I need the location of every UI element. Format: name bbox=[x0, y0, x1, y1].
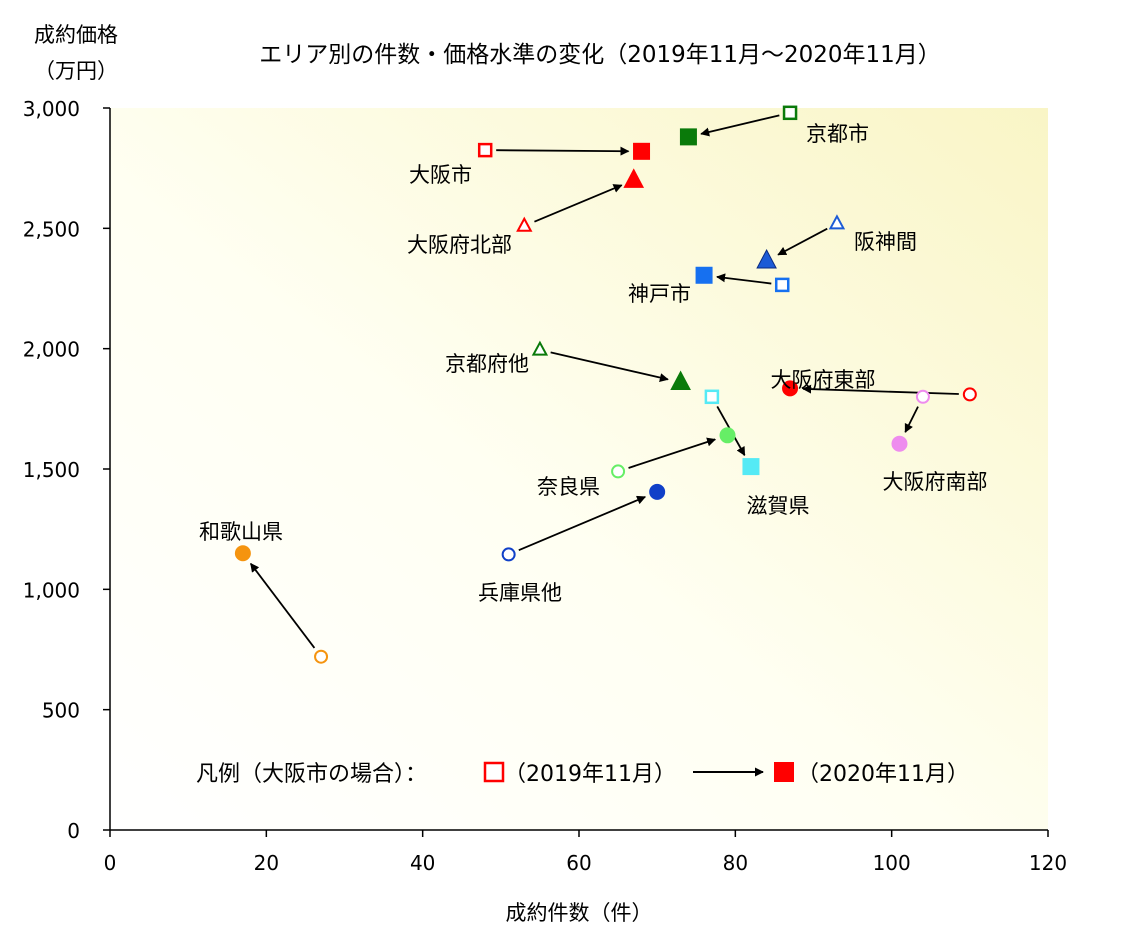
point-2020 bbox=[623, 168, 645, 188]
point-2019 bbox=[501, 547, 516, 562]
data-points bbox=[234, 105, 977, 664]
point-2019 bbox=[774, 277, 790, 293]
point-2020 bbox=[679, 128, 697, 146]
change-arrow bbox=[716, 273, 772, 285]
change-arrow bbox=[496, 146, 630, 156]
y-tick-label: 2,000 bbox=[23, 338, 80, 362]
legend-marker-2020 bbox=[774, 762, 794, 782]
change-arrow bbox=[802, 384, 959, 395]
point-2020 bbox=[649, 483, 666, 500]
point-2019 bbox=[828, 214, 846, 230]
point-2019 bbox=[611, 464, 626, 479]
area-label: 大阪府南部 bbox=[883, 470, 988, 494]
point-2020 bbox=[742, 458, 760, 476]
point-2019 bbox=[516, 216, 533, 232]
change-arrow bbox=[777, 227, 828, 256]
x-axis-label: 成約件数（件） bbox=[506, 901, 653, 925]
point-2019 bbox=[477, 142, 493, 158]
point-2020 bbox=[695, 266, 713, 284]
legend: 凡例（大阪市の場合）： （2019年11月） （2020年11月） bbox=[196, 761, 969, 787]
y-tick-label: 0 bbox=[67, 819, 80, 843]
point-2020 bbox=[633, 142, 651, 160]
y-axis-unit: （万円） bbox=[34, 59, 118, 83]
point-2020 bbox=[782, 380, 799, 397]
area-label: 大阪市 bbox=[409, 163, 472, 187]
legend-label-2019: （2019年11月） bbox=[504, 762, 676, 787]
change-arrow bbox=[518, 495, 647, 551]
area-label: 神戸市 bbox=[628, 282, 691, 306]
legend-marker-2019 bbox=[483, 761, 505, 783]
axes: 0 500 1,000 1,500 2,000 2,500 3,000 0 20 40 60 80 10… bbox=[23, 97, 1067, 875]
area-label: 和歌山県 bbox=[199, 520, 283, 544]
point-2019 bbox=[531, 340, 549, 356]
x-tick-label: 120 bbox=[1029, 851, 1067, 875]
y-tick-label: 3,000 bbox=[23, 97, 80, 121]
x-tick-label: 20 bbox=[254, 851, 279, 875]
point-2020 bbox=[891, 435, 908, 452]
change-arrow bbox=[550, 351, 669, 382]
x-tick-label: 60 bbox=[566, 851, 591, 875]
point-2020 bbox=[234, 545, 251, 562]
point-2019 bbox=[314, 649, 329, 664]
point-2019 bbox=[915, 389, 930, 404]
x-tick-label: 40 bbox=[410, 851, 435, 875]
x-tick-label: 80 bbox=[723, 851, 748, 875]
y-tick-label: 500 bbox=[42, 699, 80, 723]
legend-label-2020: （2020年11月） bbox=[797, 762, 969, 787]
point-2019 bbox=[962, 387, 977, 402]
change-arrow bbox=[534, 184, 623, 223]
change-arrow bbox=[700, 114, 780, 137]
change-arrow bbox=[904, 406, 919, 433]
change-arrow bbox=[250, 562, 316, 649]
area-label: 京都市 bbox=[806, 122, 869, 146]
point-2020 bbox=[719, 427, 736, 444]
area-label: 大阪府北部 bbox=[407, 233, 512, 257]
x-tick-label: 0 bbox=[104, 851, 117, 875]
area-label: 阪神間 bbox=[854, 230, 917, 254]
point-2020 bbox=[756, 248, 777, 269]
x-tick-label: 100 bbox=[873, 851, 911, 875]
y-tick-label: 1,500 bbox=[23, 458, 80, 482]
area-label: 京都府他 bbox=[445, 352, 529, 376]
y-tick-label: 1,000 bbox=[23, 578, 80, 602]
area-label: 滋賀県 bbox=[747, 494, 810, 518]
area-label: 大阪府東部 bbox=[771, 368, 876, 392]
chart-title: エリア別の件数・価格水準の変化（2019年11月～2020年11月） bbox=[259, 42, 941, 68]
change-arrows bbox=[250, 114, 959, 649]
area-label: 奈良県 bbox=[537, 475, 600, 499]
plot-area bbox=[110, 108, 1048, 830]
y-tick-label: 2,500 bbox=[23, 217, 80, 241]
point-2020 bbox=[670, 370, 691, 391]
legend-prefix: 凡例（大阪市の場合）： bbox=[196, 762, 427, 787]
point-2019 bbox=[704, 389, 720, 405]
point-2019 bbox=[782, 105, 798, 121]
change-arrow bbox=[628, 437, 717, 469]
y-axis-label: 成約価格 bbox=[34, 23, 118, 47]
area-label: 兵庫県他 bbox=[478, 581, 562, 605]
